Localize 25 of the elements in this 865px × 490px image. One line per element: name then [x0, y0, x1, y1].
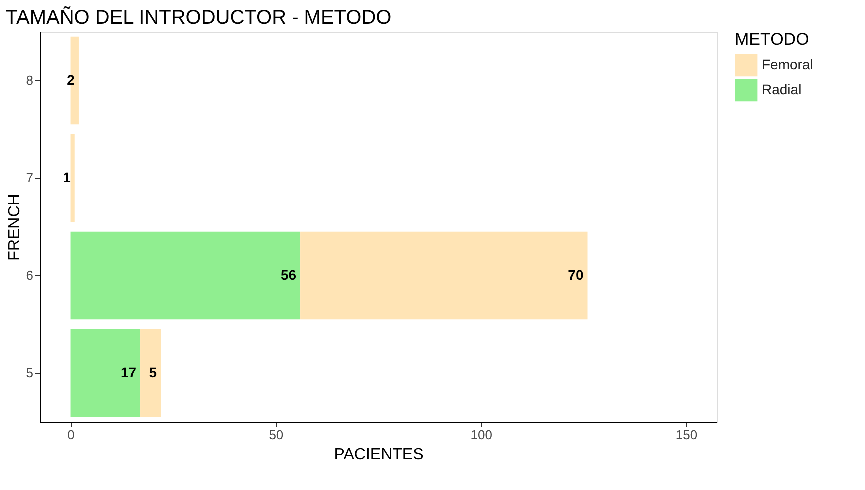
x-axis-title: PACIENTES: [334, 446, 424, 464]
data-label: 70: [568, 266, 584, 283]
bar: [140, 329, 162, 418]
legend-label: Femoral: [762, 56, 814, 72]
data-label: 56: [280, 266, 297, 283]
y-tick-label: 7: [26, 170, 34, 186]
x-tick-label: 0: [68, 428, 75, 442]
legend-label: Radial: [762, 82, 802, 98]
bar: [70, 134, 75, 222]
y-tick-label: 8: [26, 72, 34, 88]
bar: [70, 329, 141, 418]
y-axis-title: FRENCH: [6, 194, 24, 261]
legend-title: METODO: [735, 30, 810, 49]
data-label: 1: [63, 169, 72, 186]
data-label: 17: [120, 364, 137, 380]
x-tick-label: 100: [470, 428, 492, 442]
bar: [70, 232, 301, 320]
x-tick-label: 50: [269, 428, 284, 442]
x-tick-label: 150: [676, 428, 698, 442]
chart-title: TAMAÑO DEL INTRODUCTOR - METODO: [6, 6, 392, 29]
data-label: 5: [149, 364, 158, 380]
bar: [300, 232, 588, 320]
y-tick-label: 5: [26, 365, 34, 380]
data-label: 2: [67, 72, 76, 88]
y-tick-label: 6: [26, 268, 34, 283]
